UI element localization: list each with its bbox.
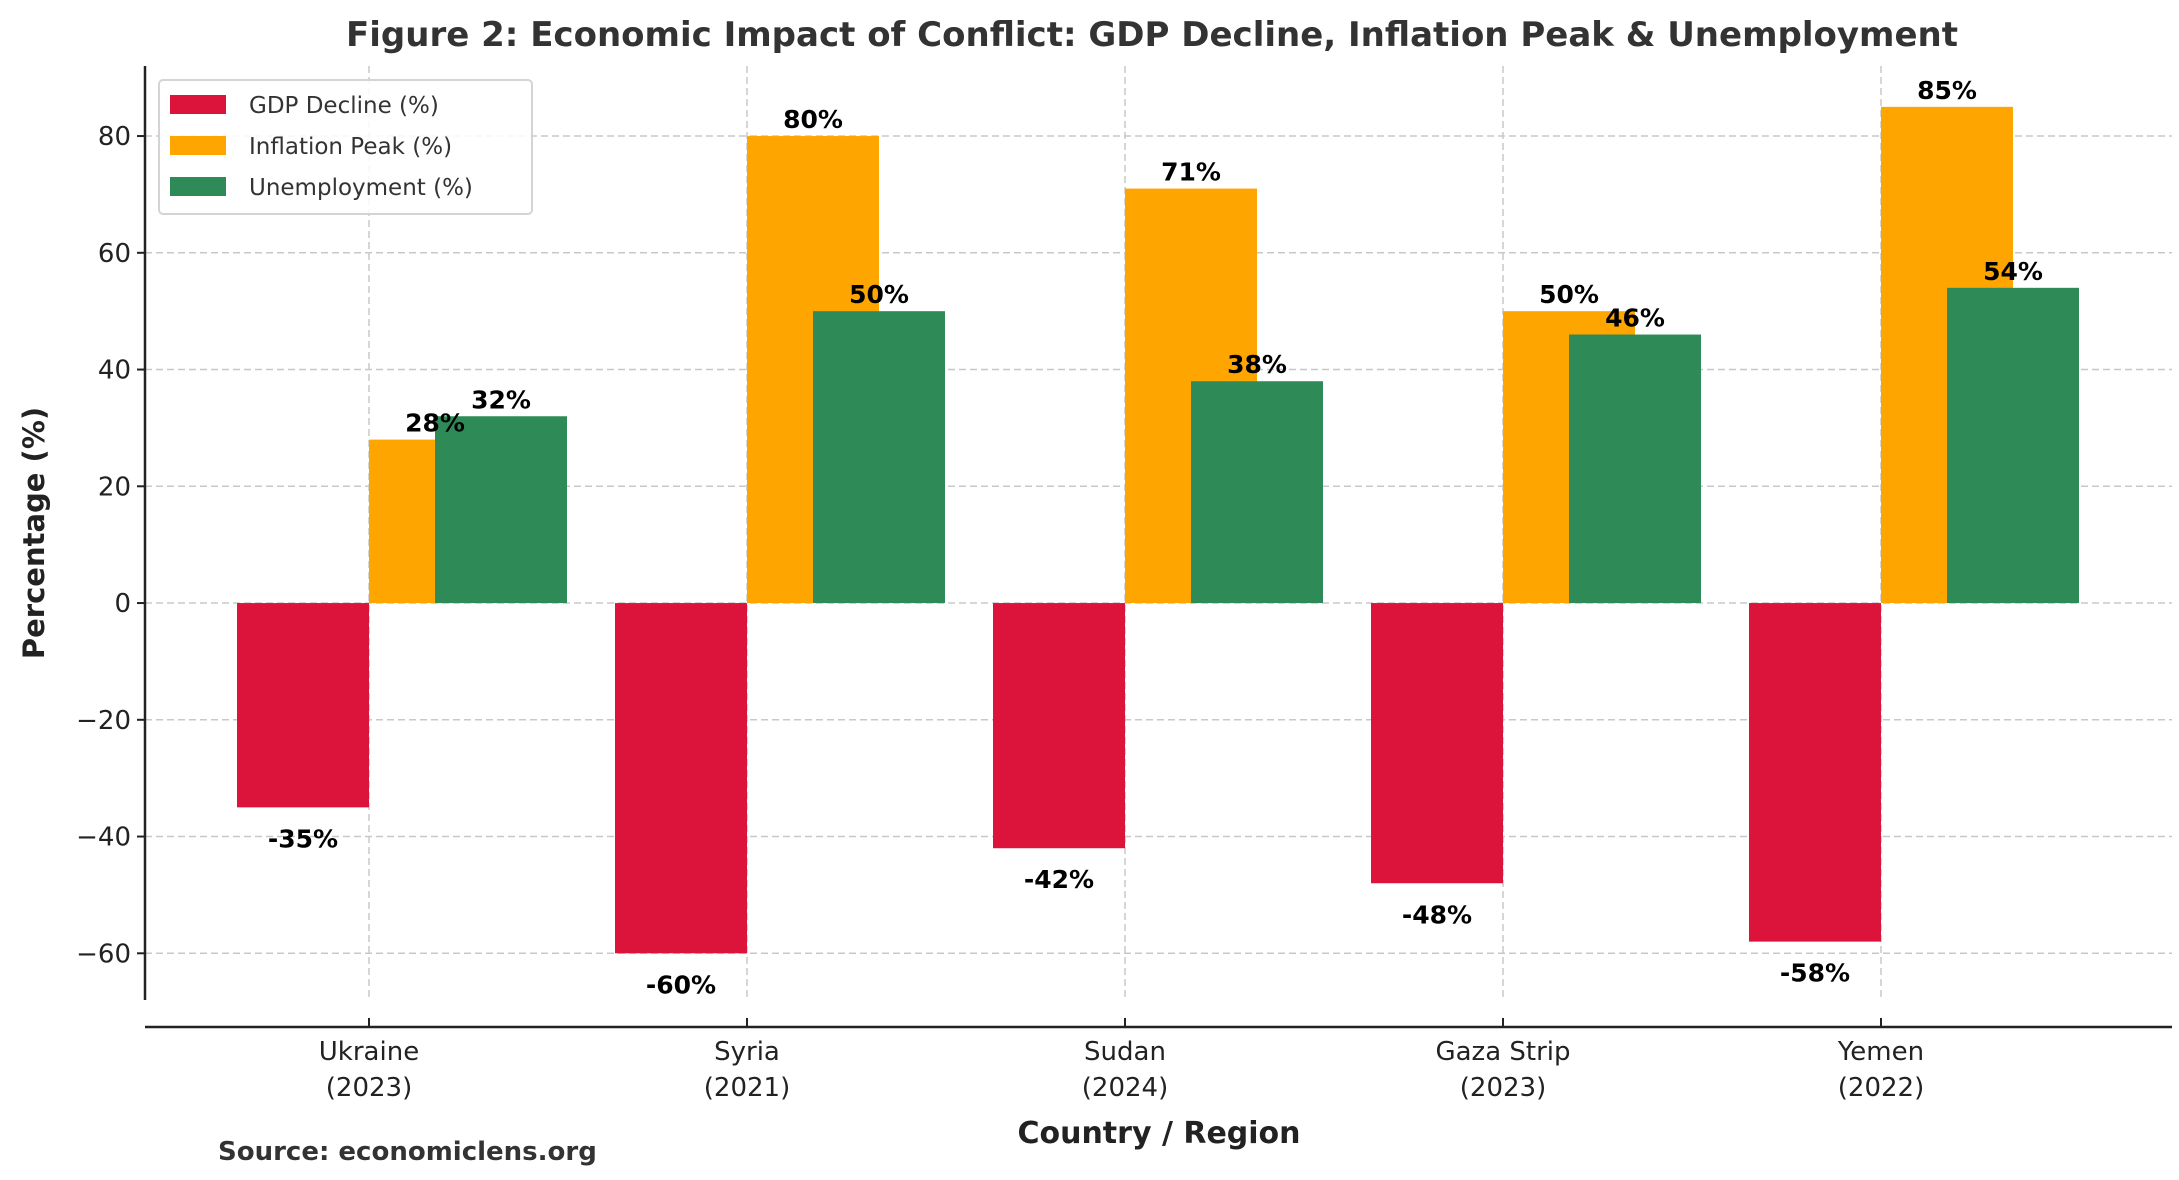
y-tick-label: −60 — [76, 939, 131, 969]
bar-0-1 — [615, 603, 747, 954]
legend-swatch — [170, 136, 226, 155]
data-label: 71% — [1161, 158, 1221, 187]
data-label: 38% — [1227, 350, 1287, 379]
data-label: 28% — [405, 409, 465, 438]
x-axis-label: Country / Region — [1017, 1116, 1300, 1151]
bar-2-3 — [1569, 334, 1701, 604]
y-tick-label: 80 — [98, 122, 131, 152]
data-label: 54% — [1983, 257, 2043, 286]
x-tick-label: Sudan (2024) — [1082, 1037, 1168, 1103]
axes: −60 −40 −20 0 20 40 60 80 Ukraine (2023) Syria (202… — [76, 66, 2172, 1103]
legend-label: Inflation Peak (%) — [249, 134, 452, 160]
bar-0-2 — [993, 603, 1125, 849]
bar-2-2 — [1191, 381, 1323, 604]
y-tick-label: 20 — [98, 472, 131, 502]
legend-box — [158, 79, 533, 215]
legend-swatch — [170, 95, 226, 114]
data-label: 50% — [849, 280, 909, 309]
data-label: -60% — [646, 970, 716, 999]
bar-0-0 — [237, 603, 369, 808]
y-tick-label: 0 — [114, 589, 131, 619]
data-label: -58% — [1780, 959, 1850, 988]
bar-0-4 — [1749, 603, 1881, 942]
data-label: -42% — [1024, 865, 1094, 894]
bar-0-3 — [1371, 603, 1503, 884]
bars — [237, 106, 2079, 954]
x-tick-label: Syria (2021) — [704, 1037, 790, 1103]
bar-2-4 — [1947, 287, 2079, 604]
legend: GDP Decline (%) Inflation Peak (%) Unemplo… — [158, 79, 533, 215]
source-note: Source: economiclens.org — [218, 1137, 597, 1167]
legend-label: Unemployment (%) — [249, 175, 473, 201]
data-label: -35% — [268, 824, 338, 853]
bar-2-1 — [813, 311, 945, 604]
x-tick-label: Gaza Strip (2023) — [1435, 1037, 1570, 1103]
data-label: 80% — [783, 105, 843, 134]
y-axis-label: Percentage (%) — [17, 407, 51, 659]
x-tick-label: Yemen (2022) — [1837, 1037, 1924, 1103]
y-tick-label: −40 — [76, 823, 131, 853]
y-tick-label: 60 — [98, 239, 131, 269]
data-labels: -35% -60% -42% -48% -58% 28% 80% 71% 50% 85% 32% 50… — [268, 76, 2043, 999]
data-label: 46% — [1605, 304, 1665, 333]
bar-2-0 — [435, 416, 567, 604]
data-label: 32% — [471, 385, 531, 414]
data-label: -48% — [1402, 900, 1472, 929]
chart-title: Figure 2: Economic Impact of Conflict: G… — [346, 15, 1958, 55]
data-label: 85% — [1917, 76, 1977, 105]
y-tick-label: 40 — [98, 356, 131, 386]
legend-swatch — [170, 177, 226, 196]
y-tick-label: −20 — [76, 706, 131, 736]
legend-label: GDP Decline (%) — [249, 93, 439, 119]
x-tick-label: Ukraine (2023) — [319, 1037, 419, 1103]
data-label: 50% — [1539, 280, 1599, 309]
